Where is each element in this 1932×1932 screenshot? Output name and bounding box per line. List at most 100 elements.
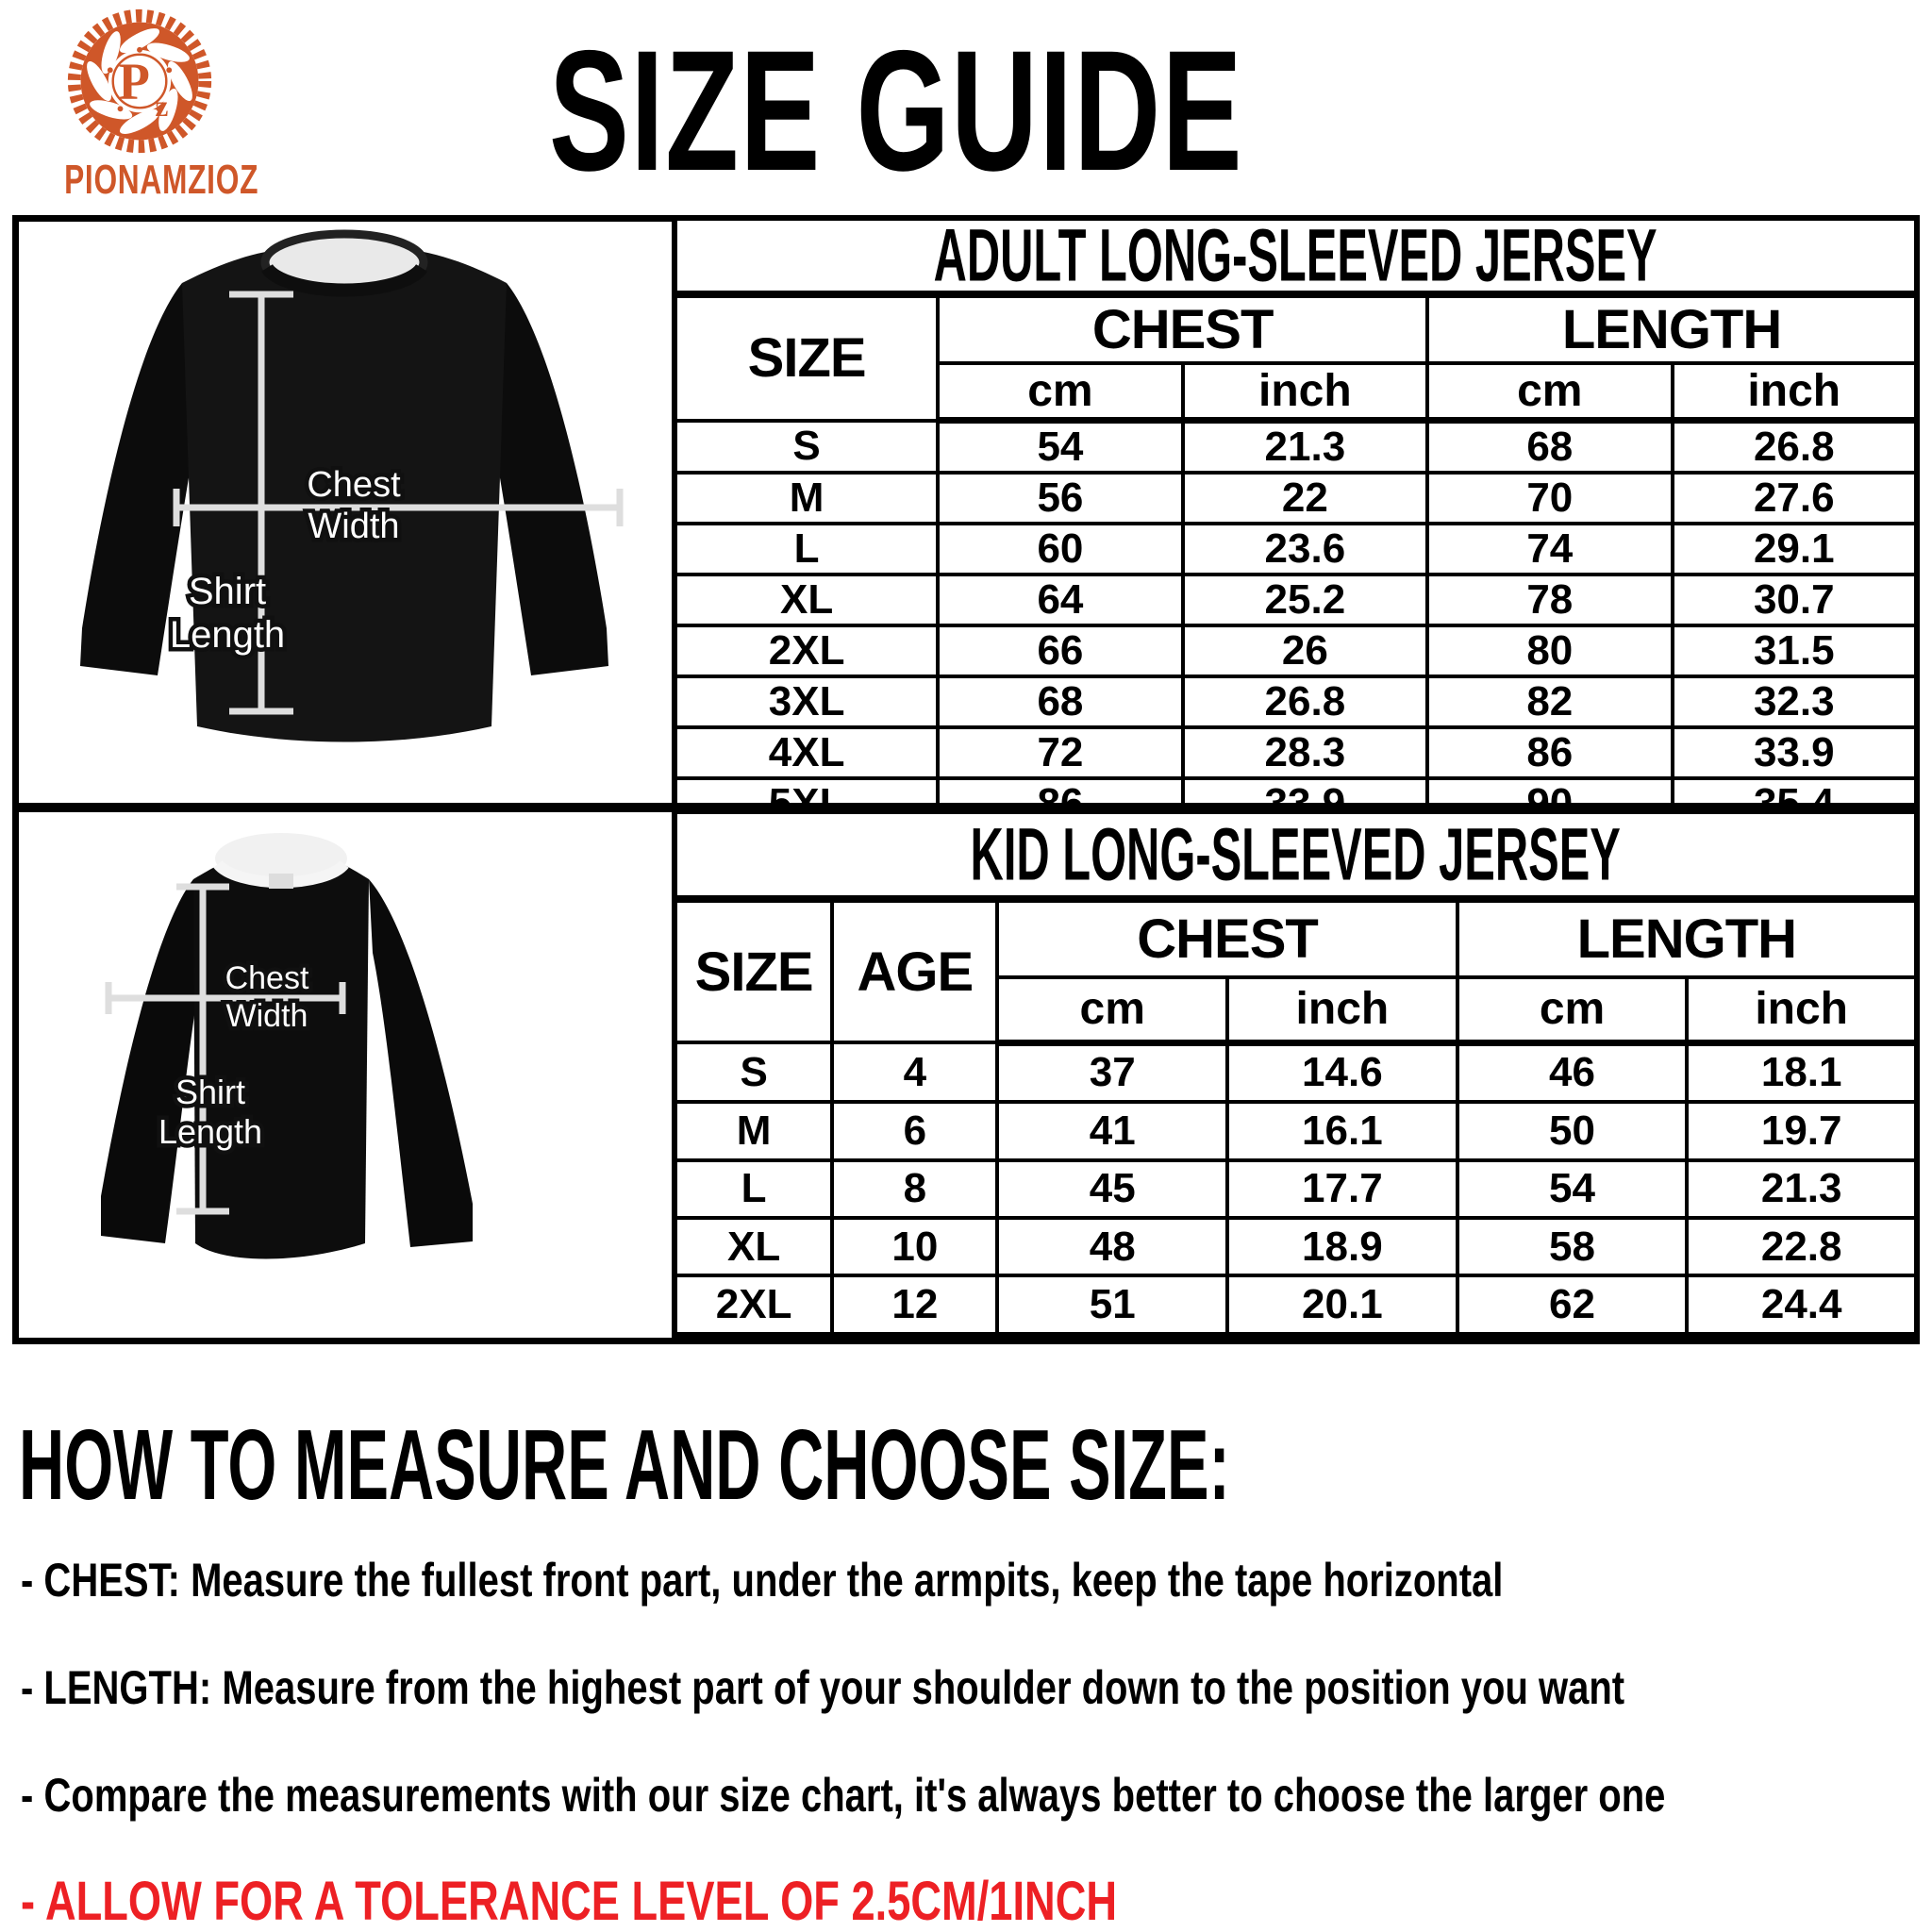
header-length: LENGTH [1425,292,1919,365]
svg-text:Length: Length [158,1112,262,1151]
cell-length-inch: 30.7 [1670,573,1920,627]
gear-bolts [107,46,173,112]
measurement-lines [105,883,346,1215]
header-chest: CHEST [995,897,1459,980]
cell-size: 2XL [672,624,941,678]
cell-chest-inch: 21.3 [1180,418,1430,475]
cell-age: 10 [830,1215,1000,1278]
cell-size: M [672,1100,835,1162]
cell-length-inch: 21.3 [1685,1158,1919,1221]
cell-chest-inch: 22 [1180,471,1430,525]
adult-table-title-row: ADULT LONG-SLEEVED JERSEY [673,216,1919,298]
header-length-inch: inch [1685,975,1919,1046]
cell-chest-cm: 48 [995,1215,1230,1278]
monogram-z: z [155,90,168,123]
adult-shirt-diagram: Chest Width Shirt Length [80,229,624,742]
table-row: 2XL 66 26 80 31.5 [672,624,1920,678]
table-row: L 8 45 17.7 54 21.3 [672,1158,1919,1221]
kid-size-table: KID LONG-SLEEVED JERSEY SIZE AGE CHEST L… [672,808,1920,1338]
howto-heading: HOW TO MEASURE AND CHOOSE SIZE: [19,1409,1230,1521]
svg-text:Length: Length [170,614,285,656]
cell-length-inch: 22.8 [1685,1215,1919,1278]
header-chest-cm: cm [995,975,1230,1046]
cell-size: 2XL [672,1274,835,1337]
table-row: XL 10 48 18.9 58 22.8 [672,1215,1919,1278]
measurement-lines [173,291,624,715]
cell-chest-inch: 23.6 [1180,522,1430,576]
header-length-cm: cm [1425,361,1674,424]
adult-table-title: ADULT LONG-SLEEVED JERSEY [673,216,1919,298]
cell-length-inch: 24.4 [1685,1274,1919,1337]
cell-length-cm: 54 [1455,1158,1690,1221]
cell-length-cm: 68 [1425,418,1674,475]
table-row: S 54 21.3 68 26.8 [672,418,1920,475]
cell-size: M [672,471,941,525]
cell-size: S [672,1041,835,1105]
cell-age: 8 [830,1158,1000,1221]
gear-teeth [67,8,212,154]
cell-size: XL [672,573,941,627]
cell-chest-inch: 14.6 [1225,1041,1459,1105]
cell-length-cm: 80 [1425,624,1674,678]
cell-length-inch: 32.3 [1670,675,1920,729]
kid-table-body: KID LONG-SLEEVED JERSEY SIZE AGE CHEST L… [672,808,1920,1046]
bullet-label: - [21,1769,34,1822]
cell-length-cm: 78 [1425,573,1674,627]
cell-length-cm: 50 [1455,1100,1690,1162]
brand-name: PIONAMZIOZ [64,157,259,203]
table-row: 4XL 72 28.3 86 33.9 [672,725,1920,780]
cell-chest-cm: 54 [936,418,1185,475]
table-row: S 4 37 14.6 46 18.1 [672,1041,1919,1105]
bullet-length: - LENGTH: Measure from the highest part o… [21,1662,1624,1714]
kid-table-title: KID LONG-SLEEVED JERSEY [673,808,1919,904]
cell-chest-cm: 45 [995,1158,1230,1221]
svg-text:Width: Width [226,998,308,1034]
cell-size: L [672,522,941,576]
gear-center [108,49,172,113]
cell-chest-cm: 64 [936,573,1185,627]
adult-header-group-row: SIZE CHEST LENGTH [672,292,1919,423]
section-divider [12,803,1920,812]
header-size: SIZE [672,292,941,423]
cell-length-inch: 26.8 [1670,418,1920,475]
page-title: SIZE GUIDE [548,14,1244,207]
cell-chest-cm: 37 [995,1041,1230,1105]
cell-chest-cm: 66 [936,624,1185,678]
cell-chest-cm: 72 [936,725,1185,780]
header-length-cm: cm [1455,975,1690,1046]
cell-length-cm: 70 [1425,471,1674,525]
kid-shirt-diagram: Chest Width Shirt Length [101,833,473,1259]
svg-text:Width: Width [308,507,399,546]
kid-collar [215,833,347,884]
cell-age: 4 [830,1041,1000,1105]
cell-length-cm: 74 [1425,522,1674,576]
gear-logo-icon: P z [67,8,212,154]
cell-length-cm: 82 [1425,675,1674,729]
bullet-label: - CHEST: [21,1554,180,1607]
bullet-text: Measure the fullest front part, under th… [191,1554,1504,1607]
cell-chest-inch: 18.9 [1225,1215,1459,1278]
header-chest-inch: inch [1180,361,1430,424]
monogram-p: P [118,53,149,110]
cell-size: L [672,1158,835,1221]
cell-age: 6 [830,1100,1000,1162]
cell-chest-inch: 26 [1180,624,1430,678]
header-age: AGE [830,897,1000,1045]
header-length-inch: inch [1670,361,1920,424]
bullet-compare: - Compare the measurements with our size … [21,1770,1665,1822]
bullet-text: Compare the measurements with our size c… [43,1769,1666,1822]
cell-size: XL [672,1215,835,1278]
cell-size: 4XL [672,725,941,780]
cell-chest-cm: 51 [995,1274,1230,1337]
header-chest-inch: inch [1225,975,1459,1046]
shirt-length-label: Shirt [189,571,266,612]
cell-chest-inch: 16.1 [1225,1100,1459,1162]
adult-table-body: ADULT LONG-SLEEVED JERSEY SIZE CHEST LEN… [672,216,1920,424]
header-size: SIZE [672,897,835,1045]
kid-table-rows: S 4 37 14.6 46 18.1 M 6 41 16.1 50 19.7 … [672,1041,1919,1337]
cell-chest-cm: 68 [936,675,1185,729]
cell-chest-inch: 25.2 [1180,573,1430,627]
cell-length-inch: 19.7 [1685,1100,1919,1162]
cell-chest-inch: 20.1 [1225,1274,1459,1337]
